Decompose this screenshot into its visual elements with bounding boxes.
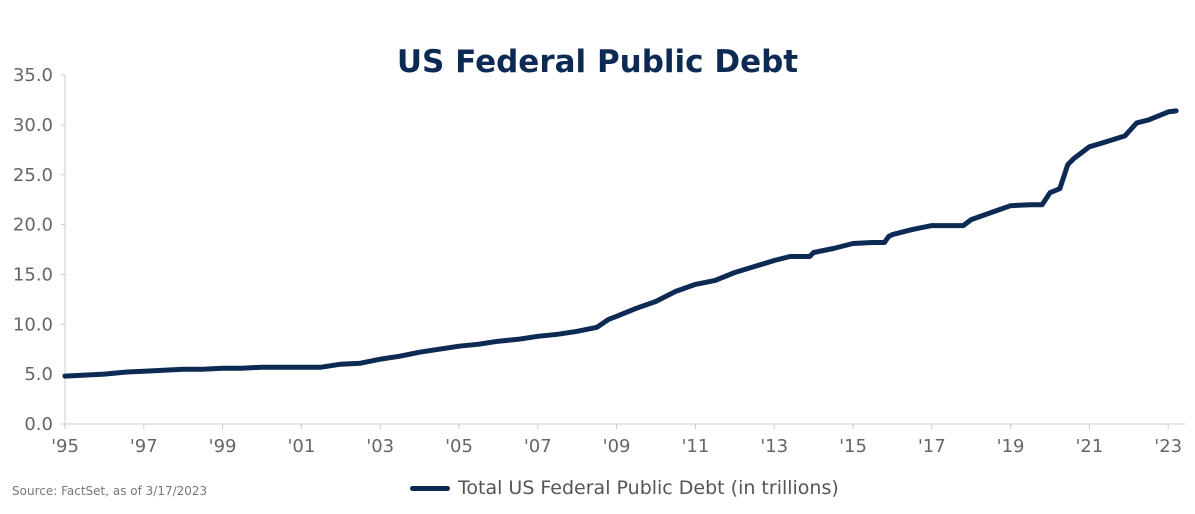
x-tick-label: '07 [524,436,552,457]
x-tick-label: '23 [1154,436,1182,457]
x-tick-label: '05 [445,436,473,457]
series-line-total-debt [62,108,1179,379]
legend-swatch [410,485,450,491]
y-tick-label: 25.0 [13,165,53,186]
y-tick-label: 35.0 [13,65,53,86]
y-tick-label: 30.0 [13,115,53,136]
source-note: Source: FactSet, as of 3/17/2023 [12,484,208,498]
y-tick-label: 20.0 [13,215,53,236]
x-tick-label: '09 [603,436,631,457]
x-tick-label: '15 [839,436,867,457]
x-tick-label: '13 [760,436,788,457]
x-tick-label: '01 [287,436,315,457]
x-tick-label: '21 [1075,436,1103,457]
y-tick-label: 15.0 [13,264,53,285]
y-tick-label: 5.0 [24,364,53,385]
x-tick-label: '19 [997,436,1025,457]
y-tick-label: 10.0 [13,314,53,335]
x-tick-label: '11 [681,436,709,457]
chart-title: US Federal Public Debt [396,44,799,80]
x-tick-label: '95 [51,436,79,457]
x-tick-label: '03 [366,436,394,457]
legend-label: Total US Federal Public Debt (in trillio… [458,477,839,499]
x-tick-label: '97 [130,436,158,457]
x-tick-label: '17 [918,436,946,457]
y-tick-label: 0.0 [24,414,53,435]
legend: Total US Federal Public Debt (in trillio… [410,477,839,499]
x-tick-label: '99 [209,436,237,457]
